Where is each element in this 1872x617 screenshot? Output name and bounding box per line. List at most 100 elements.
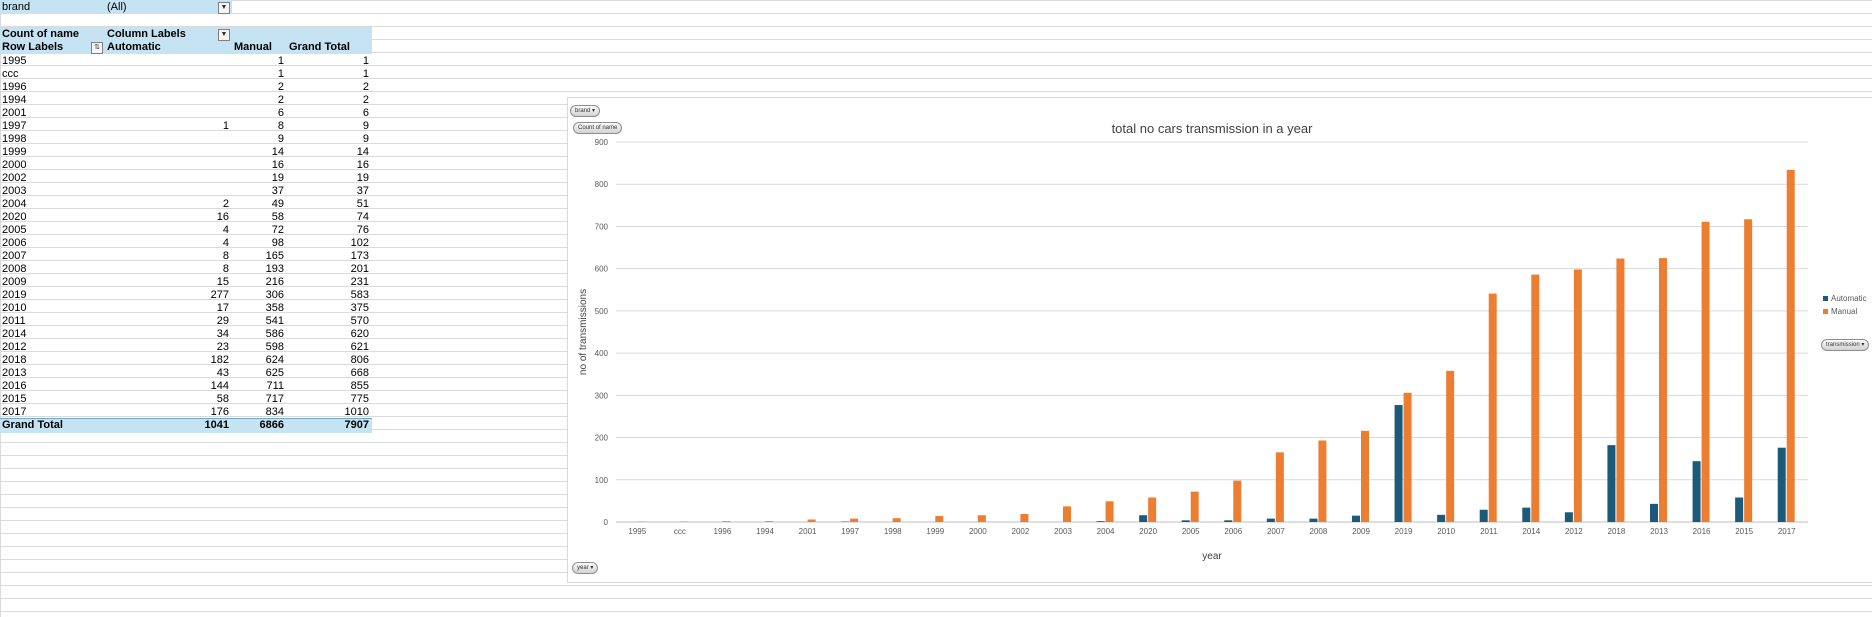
pivot-cell-automatic bbox=[107, 159, 229, 172]
pivot-cell-label: 2017 bbox=[2, 406, 27, 418]
bar-manual bbox=[1488, 293, 1497, 522]
x-tick-label: 2009 bbox=[1352, 527, 1370, 536]
bar-manual bbox=[1659, 258, 1667, 522]
year-field-button[interactable]: year ▾ bbox=[572, 562, 599, 574]
y-tick-label: 800 bbox=[595, 180, 609, 189]
pivot-cell-manual: 19 bbox=[271, 172, 284, 184]
transmission-field-button[interactable]: transmission ▾ bbox=[1821, 339, 1870, 351]
pivot-cell-manual: 834 bbox=[265, 406, 284, 418]
pivot-cell-total: 668 bbox=[350, 367, 369, 379]
pivot-grand-total-label: Grand Total bbox=[2, 419, 63, 431]
pivot-cell-total: 201 bbox=[350, 263, 369, 275]
pivot-count-label: Count of name bbox=[2, 28, 79, 40]
pivot-cell-total: 9 bbox=[362, 120, 369, 132]
pivot-cell-total: 102 bbox=[350, 237, 369, 249]
row-labels-filter-icon[interactable]: ⇅ bbox=[91, 42, 103, 54]
legend-label-automatic: Automatic bbox=[1831, 294, 1867, 303]
x-tick-label: 2019 bbox=[1395, 527, 1413, 536]
bar-automatic bbox=[1096, 521, 1105, 522]
x-tick-label: 2006 bbox=[1224, 527, 1242, 536]
legend-label-manual: Manual bbox=[1831, 307, 1857, 316]
transmission-field-label: transmission bbox=[1826, 342, 1860, 348]
x-tick-label: 2007 bbox=[1267, 527, 1285, 536]
filter-dropdown-icon[interactable]: ▼ bbox=[218, 2, 230, 14]
pivot-cell-total: 16 bbox=[356, 159, 369, 171]
x-tick-label: 2003 bbox=[1054, 527, 1072, 536]
chart-svg: 0 100 200 300 400 500 600 700 800 900 1995 ccc 1996 1… bbox=[578, 121, 1867, 562]
pivot-cell-label: 2014 bbox=[2, 328, 27, 340]
pivot-cell-label: 2015 bbox=[2, 393, 27, 405]
count-field-button[interactable]: Count of name bbox=[573, 122, 623, 134]
bar-automatic bbox=[1437, 514, 1446, 522]
year-field-label: year bbox=[577, 565, 589, 571]
x-tick-label: 1997 bbox=[841, 527, 859, 536]
pivot-cell-total: 775 bbox=[350, 393, 369, 405]
pivot-chart[interactable]: brand ▾ Count of name transmission ▾ yea… bbox=[567, 97, 1872, 583]
pivot-cell-label: 2000 bbox=[2, 159, 27, 171]
pivot-cell-automatic: 2 bbox=[222, 198, 229, 210]
pivot-cell-manual: 598 bbox=[265, 341, 284, 353]
bar-manual bbox=[1318, 440, 1327, 522]
pivot-cell-total: 375 bbox=[350, 302, 369, 314]
pivot-col-grand-total: Grand Total bbox=[289, 41, 350, 53]
pivot-grand-total-automatic: 1041 bbox=[204, 419, 229, 431]
bar-automatic bbox=[1181, 520, 1190, 522]
pivot-filter-value[interactable]: (All) bbox=[107, 1, 127, 13]
pivot-cell-label: 2005 bbox=[2, 224, 27, 236]
pivot-cell-total: 570 bbox=[350, 315, 369, 327]
pivot-cell-total: 9 bbox=[362, 133, 369, 145]
pivot-cell-automatic: 4 bbox=[222, 237, 229, 249]
bar-automatic bbox=[1352, 515, 1360, 522]
bar-manual bbox=[892, 518, 901, 522]
bar-manual bbox=[1233, 480, 1242, 522]
pivot-cell-manual: 625 bbox=[265, 367, 284, 379]
x-tick-label: 2011 bbox=[1480, 527, 1498, 536]
pivot-cell-manual: 358 bbox=[265, 302, 284, 314]
pivot-cell-label: 2009 bbox=[2, 276, 27, 288]
bar-automatic bbox=[1139, 515, 1148, 522]
brand-field-button[interactable]: brand ▾ bbox=[570, 105, 601, 117]
pivot-cell-label: 2004 bbox=[2, 198, 27, 210]
pivot-col-manual: Manual bbox=[234, 41, 272, 53]
pivot-cell-automatic: 4 bbox=[222, 224, 229, 236]
pivot-cell-label: 2010 bbox=[2, 302, 27, 314]
y-tick-label: 900 bbox=[595, 138, 609, 147]
pivot-cell-total: 583 bbox=[350, 289, 369, 301]
pivot-cell-total: 173 bbox=[350, 250, 369, 262]
pivot-cell-label: 2002 bbox=[2, 172, 27, 184]
brand-field-label: brand bbox=[575, 108, 591, 114]
pivot-cell-automatic: 182 bbox=[210, 354, 229, 366]
x-tick-label: 2016 bbox=[1693, 527, 1711, 536]
pivot-cell-total: 19 bbox=[356, 172, 369, 184]
column-labels-dropdown-icon[interactable]: ▼ bbox=[218, 29, 230, 41]
pivot-cell-automatic bbox=[107, 55, 229, 68]
x-tick-label: 2001 bbox=[799, 527, 817, 536]
count-field-label: Count of name bbox=[578, 125, 618, 131]
pivot-cell-manual: 541 bbox=[265, 315, 284, 327]
pivot-grand-total-manual: 6866 bbox=[259, 419, 284, 431]
x-tick-label: 2020 bbox=[1139, 527, 1157, 536]
pivot-filter-bg bbox=[0, 0, 232, 14]
pivot-cell-label: 2001 bbox=[2, 107, 27, 119]
pivot-cell-label: 2011 bbox=[2, 315, 26, 327]
pivot-cell-automatic: 58 bbox=[216, 393, 229, 405]
pivot-cell-automatic: 144 bbox=[210, 380, 229, 392]
pivot-cell-automatic: 1 bbox=[222, 120, 229, 132]
pivot-cell-manual: 1 bbox=[277, 55, 284, 67]
pivot-cell-label: 2008 bbox=[2, 263, 27, 275]
pivot-cell-total: 6 bbox=[362, 107, 369, 119]
pivot-cell-automatic: 176 bbox=[210, 406, 229, 418]
pivot-cell-automatic bbox=[107, 68, 229, 81]
x-tick-label: 2010 bbox=[1437, 527, 1455, 536]
pivot-filter-label: brand bbox=[2, 1, 31, 13]
bar-manual bbox=[1446, 370, 1455, 522]
x-axis-title: year bbox=[1202, 551, 1222, 562]
pivot-cell-manual: 49 bbox=[271, 198, 284, 210]
x-tick-label: 1994 bbox=[756, 527, 774, 536]
bar-automatic bbox=[1394, 405, 1403, 522]
pivot-cell-total: 1010 bbox=[344, 406, 369, 418]
pivot-cell-label: 1999 bbox=[2, 146, 27, 158]
pivot-cell-automatic: 16 bbox=[216, 211, 229, 223]
pivot-cell-manual: 717 bbox=[265, 393, 284, 405]
x-tick-label: 2013 bbox=[1650, 527, 1668, 536]
